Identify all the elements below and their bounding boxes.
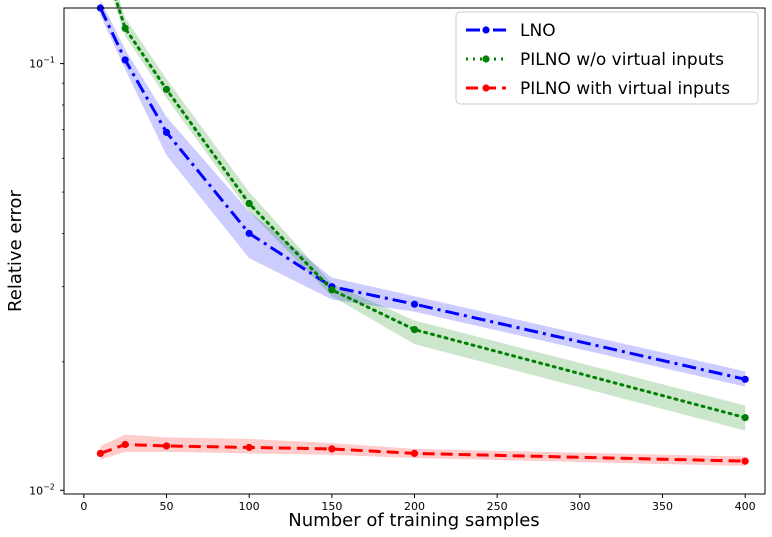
x-axis-ticks: 0 50 100 150 200 250 300 350 400 (80, 494, 756, 513)
marker-series-3 (410, 449, 419, 458)
legend-label: PILNO with virtual inputs (520, 79, 730, 99)
marker-series-1 (162, 128, 171, 136)
marker-series-2 (741, 414, 749, 422)
marker-series-2 (245, 199, 253, 208)
marker-series-3 (328, 445, 336, 453)
legend-label: LNO (520, 21, 556, 41)
marker-series-2 (328, 286, 336, 294)
series-markers (96, 4, 749, 465)
marker-series-1 (121, 56, 129, 64)
legend-swatch-marker (482, 26, 490, 34)
x-axis-label: Number of training samples (288, 510, 539, 531)
marker-series-1 (245, 229, 253, 237)
x-tick-label: 200 (404, 500, 425, 513)
marker-series-1 (410, 300, 419, 308)
confidence-bands (100, 0, 746, 466)
marker-series-2 (121, 24, 129, 32)
x-tick-label: 150 (321, 500, 342, 513)
band-series-3 (100, 434, 746, 466)
x-tick-label: 100 (239, 500, 260, 513)
legend: LNO PILNO w/o virtual inputs PILNO with vi… (455, 11, 759, 105)
marker-series-3 (96, 449, 104, 458)
band-series-2 (113, 0, 746, 431)
x-tick-label: 0 (80, 500, 87, 513)
line-series-3 (99, 443, 746, 463)
marker-series-2 (162, 85, 171, 94)
x-tick-label: 250 (487, 500, 508, 513)
marker-series-3 (245, 443, 253, 452)
x-tick-label: 400 (735, 500, 756, 513)
x-tick-label: 300 (569, 500, 590, 513)
y-tick-exponent: −1 (43, 56, 55, 65)
legend-swatch-marker (482, 84, 490, 92)
marker-series-3 (121, 440, 129, 449)
y-axis-ticks: 10−1 10−2 (29, 56, 64, 497)
y-tick-exponent: −2 (43, 482, 55, 491)
marker-series-3 (741, 457, 749, 465)
x-tick-label: 350 (652, 500, 673, 513)
x-tick-label: 50 (160, 500, 174, 513)
marker-series-1 (741, 375, 749, 383)
y-axis-label: Relative error (5, 189, 26, 311)
legend-swatch-marker (482, 55, 490, 63)
marker-series-2 (410, 325, 419, 334)
legend-box (455, 11, 759, 105)
y-tick-label: 10−1 (29, 56, 55, 71)
band-series-1 (100, 0, 746, 387)
legend-label: PILNO w/o virtual inputs (520, 50, 724, 70)
marker-series-3 (162, 442, 171, 450)
y-tick-label: 10−2 (29, 482, 55, 497)
